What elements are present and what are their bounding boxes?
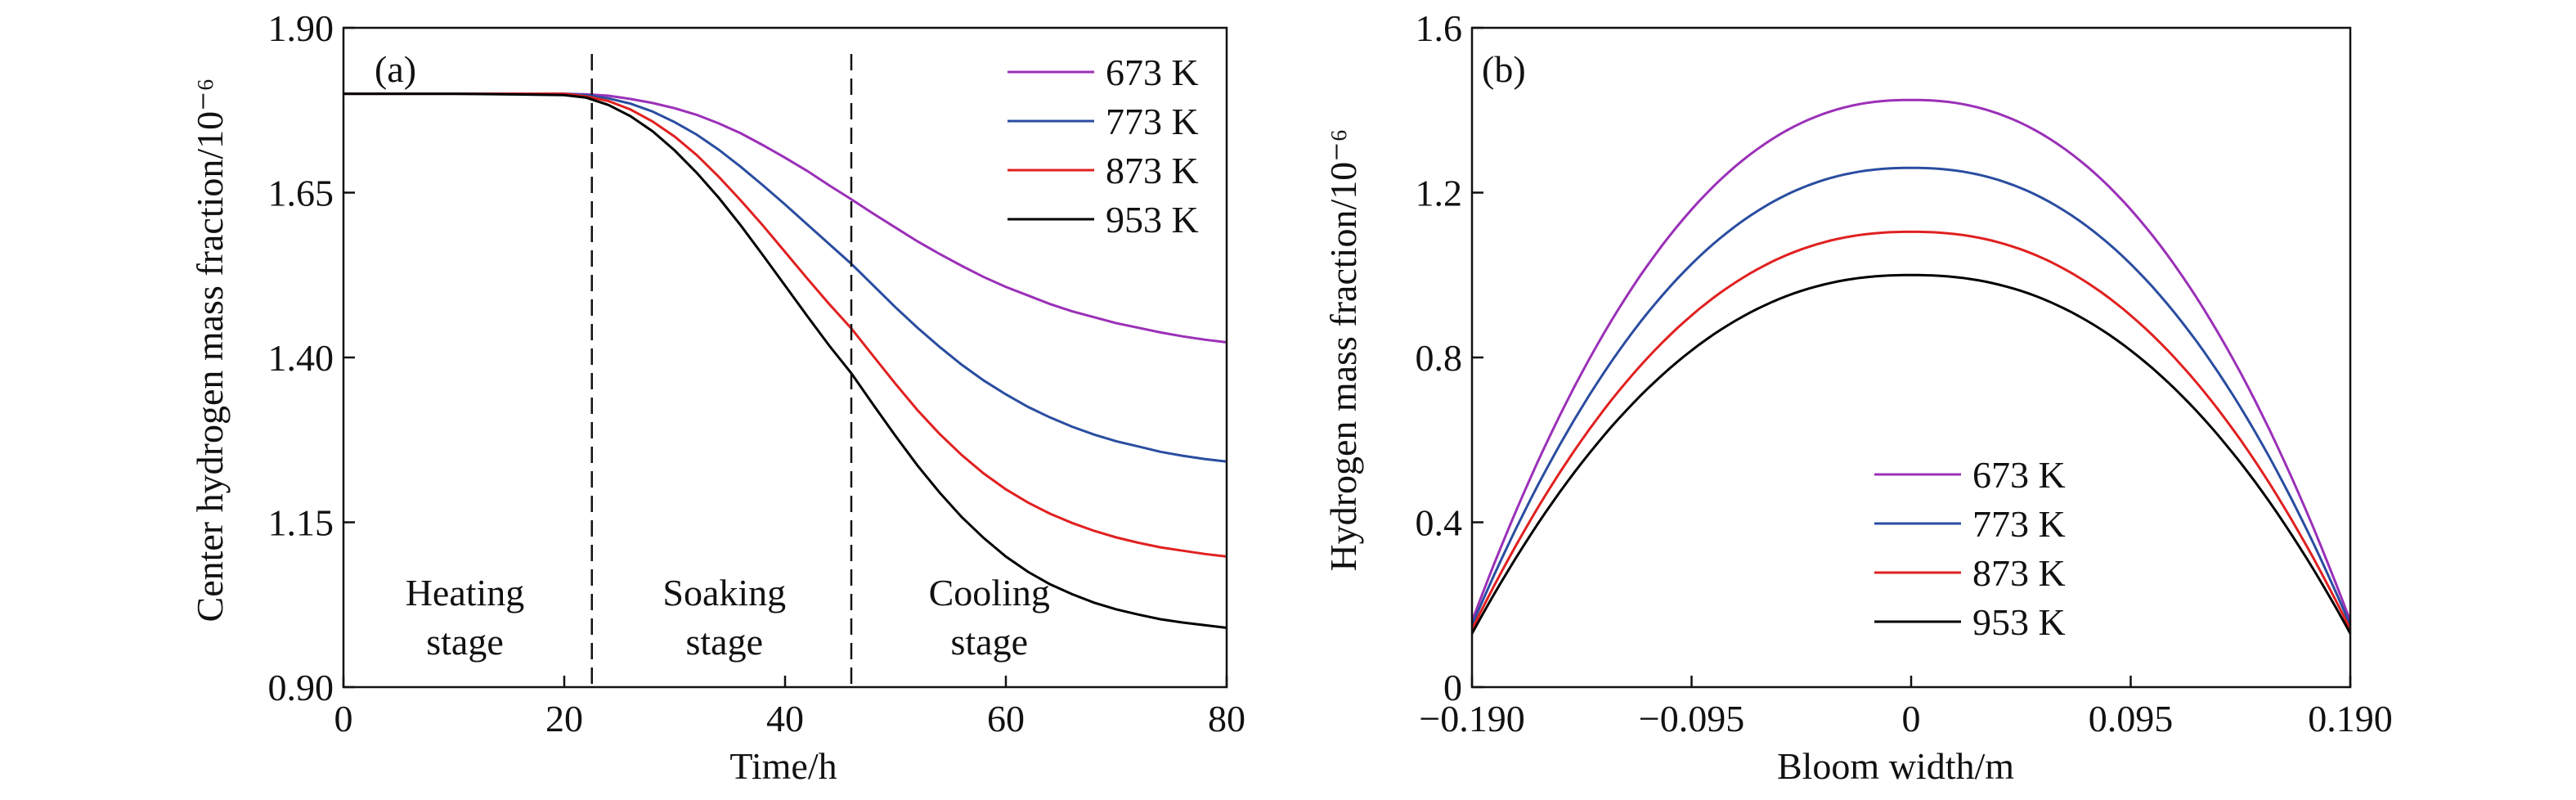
panel-label-b: (b) [1482, 48, 1526, 90]
chart-panel-b: (b) Bloom width/m Hydrogen mass fraction… [1322, 7, 2393, 787]
series-line-b-773-k [1470, 166, 2352, 626]
y-tick-label-a-1: 1.15 [268, 502, 334, 544]
series-line-b-673-k [1470, 98, 2352, 622]
x-tick-label-b-2: 0 [1902, 698, 1921, 739]
plot-area-b [1470, 98, 2352, 635]
x-tick-label-a-0: 0 [334, 698, 353, 739]
x-tick-label-a-3: 60 [987, 698, 1025, 739]
stage-label-soaking: Soaking [662, 572, 786, 613]
stage-label-heating-sub: stage [426, 621, 504, 663]
x-tick-label-b-0: −0.190 [1419, 698, 1524, 739]
legend-label-b-873-k: 873 K [1972, 552, 2066, 594]
legend-b: 673 K 773 K 873 K 953 K [1874, 454, 2066, 643]
y-tick-label-b-1: 0.4 [1416, 502, 1463, 544]
axes-b [1470, 26, 2352, 689]
y-tick-labels-a: 0.90 1.15 1.40 1.65 1.90 [268, 7, 334, 708]
x-tick-label-a-4: 80 [1208, 698, 1245, 739]
axes-frame-b [1470, 26, 2352, 689]
chart-panel-a: (a) Time/h Center hydrogen mass fraction… [189, 7, 1245, 787]
x-tick-label-b-1: −0.095 [1639, 698, 1744, 739]
series-line-b-953-k [1470, 273, 2352, 635]
series-line-a-673-k [343, 92, 1227, 344]
y-tick-label-b-3: 1.2 [1416, 173, 1463, 214]
stage-label-cooling: Cooling [929, 572, 1050, 613]
y-tick-label-a-4: 1.90 [268, 7, 334, 49]
stage-label-cooling-sub: stage [950, 621, 1028, 663]
y-tick-label-a-3: 1.65 [268, 173, 334, 214]
legend-label-b-673-k: 673 K [1972, 454, 2066, 496]
x-tick-labels-a: 0 20 40 60 80 [334, 698, 1246, 739]
plot-area-a [343, 54, 1227, 687]
y-tick-labels-b: 0 0.4 0.8 1.2 1.6 [1416, 7, 1463, 708]
x-tick-label-b-4: 0.190 [2308, 698, 2393, 739]
stage-labels: Heating stage Soaking stage Cooling stage [406, 572, 1050, 663]
stage-label-heating: Heating [406, 572, 525, 613]
series-line-a-953-k [343, 92, 1227, 629]
y-tick-label-a-2: 1.40 [268, 337, 334, 379]
legend-label-a-953-k: 953 K [1106, 199, 1199, 240]
legend-label-b-953-k: 953 K [1972, 601, 2066, 643]
y-tick-label-a-0: 0.90 [268, 667, 334, 708]
axes-a [342, 26, 1228, 689]
legend-label-a-873-k: 873 K [1106, 150, 1199, 191]
x-tick-label-a-1: 20 [545, 698, 583, 739]
x-axis-label-a: Time/h [729, 745, 837, 787]
x-axis-label-b: Bloom width/m [1777, 745, 2014, 787]
series-line-a-873-k [343, 92, 1227, 558]
series-line-b-873-k [1470, 230, 2352, 631]
x-tick-label-b-3: 0.095 [2089, 698, 2174, 739]
x-tick-label-a-2: 40 [766, 698, 804, 739]
legend-label-b-773-k: 773 K [1972, 503, 2066, 545]
legend-label-a-673-k: 673 K [1106, 52, 1199, 93]
legend-a: 673 K 773 K 873 K 953 K [1008, 52, 1199, 240]
legend-label-a-773-k: 773 K [1106, 101, 1199, 142]
y-axis-label-a: Center hydrogen mass fraction/10⁻⁶ [189, 79, 231, 622]
y-tick-label-b-2: 0.8 [1416, 337, 1463, 379]
series-line-a-773-k [343, 92, 1227, 463]
y-tick-label-b-0: 0 [1443, 667, 1462, 708]
stage-label-soaking-sub: stage [685, 621, 763, 663]
y-tick-label-b-4: 1.6 [1416, 7, 1463, 49]
x-tick-labels-b: −0.190 −0.095 0 0.095 0.190 [1419, 698, 2392, 739]
y-axis-label-b: Hydrogen mass fraction/10⁻⁶ [1322, 128, 1364, 571]
panel-label-a: (a) [375, 48, 416, 90]
